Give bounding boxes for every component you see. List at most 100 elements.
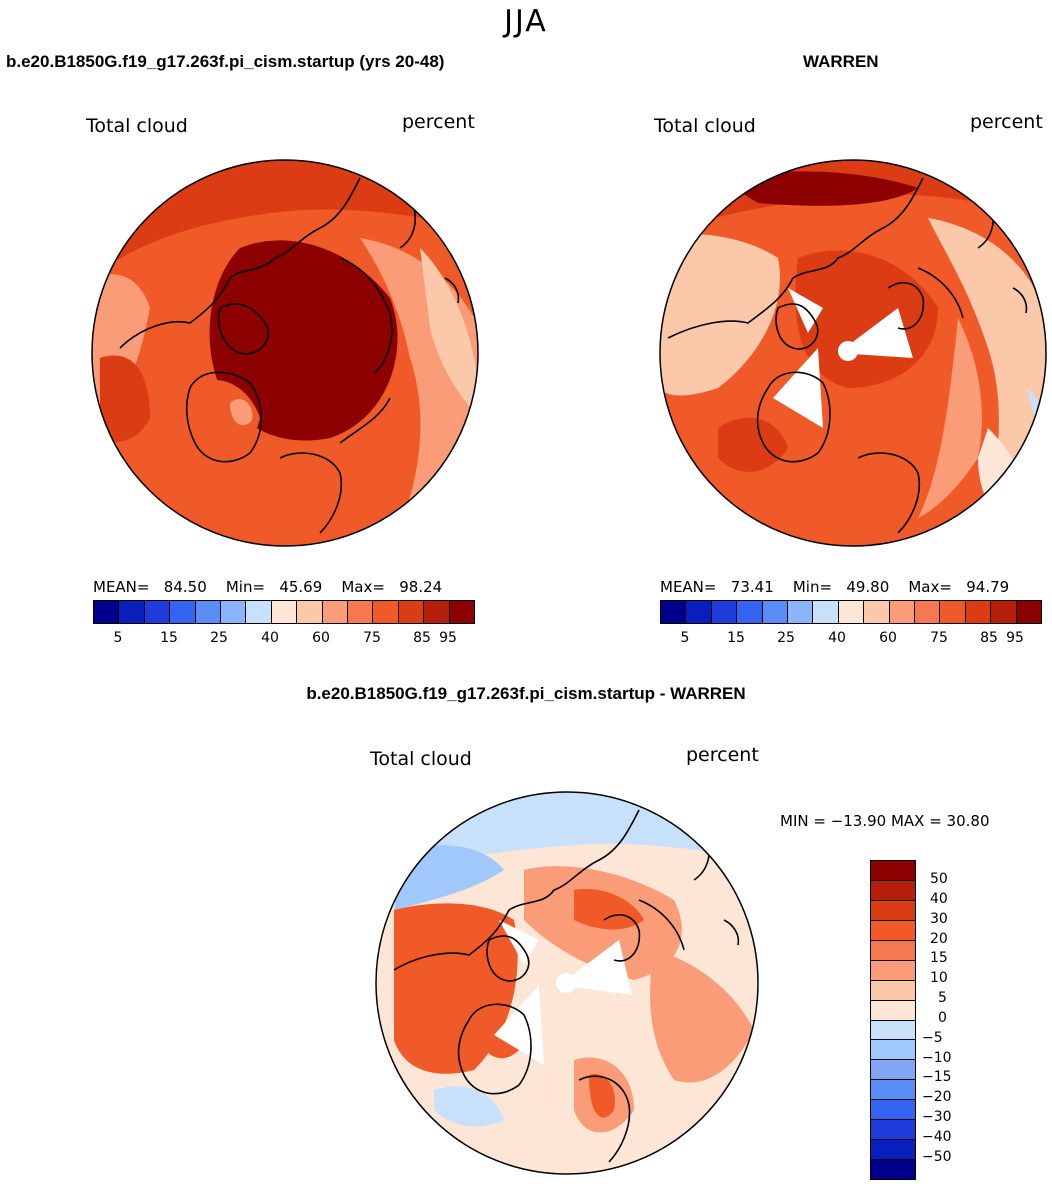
panel-1-polar-map bbox=[91, 159, 479, 547]
coastline bbox=[279, 452, 343, 534]
tick-label: 40 bbox=[261, 630, 279, 646]
colorbar-swatch bbox=[871, 980, 915, 1001]
colorbar-swatch bbox=[373, 601, 399, 623]
panel-2-variable: Total cloud bbox=[654, 115, 756, 137]
tick-label: 95 bbox=[439, 630, 457, 646]
colorbar-swatch bbox=[322, 601, 349, 623]
tick-label: −20 bbox=[922, 1089, 952, 1105]
tick-label: 30 bbox=[930, 911, 948, 927]
colorbar-swatch bbox=[871, 920, 915, 941]
colorbar-swatch bbox=[246, 601, 272, 623]
colorbar-swatch bbox=[1016, 601, 1042, 623]
colorbar-swatch bbox=[221, 601, 247, 623]
panel-2-colorbar-ticks: 5 15 25 40 60 75 85 95 bbox=[660, 630, 1040, 650]
panel-2-title: WARREN bbox=[803, 52, 879, 71]
colorbar-swatch bbox=[871, 880, 915, 901]
colorbar-swatch bbox=[871, 1140, 915, 1161]
panel-2-mean-label: MEAN= bbox=[660, 578, 717, 596]
tick-label: 60 bbox=[879, 630, 897, 646]
colorbar-swatch bbox=[889, 601, 916, 623]
colorbar-swatch bbox=[871, 1120, 915, 1141]
coastline bbox=[857, 452, 921, 534]
colorbar-swatch bbox=[864, 601, 890, 623]
diff-panel-variable: Total cloud bbox=[370, 748, 472, 770]
tick-label: 85 bbox=[980, 630, 998, 646]
map-fill bbox=[660, 234, 780, 396]
colorbar-swatch bbox=[871, 1060, 915, 1081]
map-fill bbox=[434, 1086, 504, 1127]
tick-label: 5 bbox=[113, 630, 123, 646]
tick-label: 75 bbox=[930, 630, 948, 646]
coastline bbox=[1012, 287, 1028, 314]
panel-1-units: percent bbox=[402, 111, 475, 133]
diff-panel-minmax: MIN = −13.90 MAX = 30.80 bbox=[780, 812, 990, 830]
map-fill bbox=[420, 248, 478, 418]
colorbar-swatch bbox=[871, 900, 915, 921]
tick-label: 85 bbox=[413, 630, 431, 646]
tick-label: −10 bbox=[922, 1050, 952, 1066]
panel-1-min-label: Min= bbox=[225, 578, 266, 596]
tick-label: 60 bbox=[312, 630, 330, 646]
colorbar-swatch bbox=[871, 1100, 915, 1121]
colorbar-swatch bbox=[297, 601, 323, 623]
colorbar-swatch bbox=[813, 601, 839, 623]
coastline bbox=[723, 919, 740, 946]
colorbar-swatch bbox=[871, 960, 915, 981]
map-border bbox=[91, 159, 479, 547]
colorbar-swatch bbox=[915, 601, 941, 623]
tick-label: 75 bbox=[363, 630, 381, 646]
map-fill bbox=[209, 240, 398, 441]
colorbar-swatch bbox=[686, 601, 712, 623]
panel-2-colorbar bbox=[660, 600, 1042, 624]
colorbar-swatch bbox=[271, 601, 298, 623]
coastline bbox=[638, 899, 685, 951]
tick-label: −50 bbox=[922, 1149, 952, 1165]
colorbar-swatch bbox=[661, 601, 687, 623]
tick-label: −40 bbox=[922, 1129, 952, 1145]
diff-colorbar-ticks: 50 40 30 20 15 10 5 0 −5 −10 −15 −20 −30… bbox=[922, 860, 982, 1180]
panel-2-min-label: Min= bbox=[792, 578, 833, 596]
panel-1-max-label: Max= bbox=[341, 578, 385, 596]
coastline bbox=[756, 371, 831, 463]
panel-2-mean-value: 73.41 bbox=[730, 578, 774, 596]
colorbar-swatch bbox=[119, 601, 145, 623]
tick-label: −15 bbox=[922, 1069, 952, 1085]
colorbar-swatch bbox=[871, 1020, 915, 1041]
panel-2-max-label: Max= bbox=[908, 578, 952, 596]
colorbar-swatch bbox=[788, 601, 814, 623]
map-fill bbox=[100, 355, 150, 442]
tick-label: 95 bbox=[1006, 630, 1024, 646]
panel-2-units: percent bbox=[970, 111, 1043, 133]
map-border bbox=[375, 791, 759, 1175]
diff-panel-title: b.e20.B1850G.f19_g17.263f.pi_cism.startu… bbox=[306, 684, 746, 703]
colorbar-swatch bbox=[871, 1000, 915, 1021]
coastline bbox=[393, 809, 640, 971]
panel-1-mean-value: 84.50 bbox=[163, 578, 207, 596]
tick-label: 15 bbox=[727, 630, 745, 646]
tick-label: 20 bbox=[930, 931, 948, 947]
map-fill bbox=[574, 889, 644, 930]
colorbar-swatch bbox=[762, 601, 789, 623]
coastline bbox=[185, 371, 262, 463]
colorbar-swatch bbox=[449, 601, 475, 623]
tick-label: 5 bbox=[680, 630, 690, 646]
coastline bbox=[917, 267, 964, 319]
coastline bbox=[444, 277, 460, 304]
coastline bbox=[578, 1075, 631, 1163]
diff-panel-polar-map bbox=[375, 791, 759, 1175]
colorbar-swatch bbox=[871, 1040, 915, 1061]
tick-label: 10 bbox=[930, 970, 948, 986]
coastline bbox=[603, 914, 641, 962]
colorbar-swatch bbox=[398, 601, 425, 623]
tick-label: 40 bbox=[930, 891, 948, 907]
coastline bbox=[339, 397, 391, 444]
colorbar-swatch bbox=[965, 601, 992, 623]
map-fill bbox=[230, 399, 253, 426]
panel-1-colorbar bbox=[93, 600, 475, 624]
diff-colorbar bbox=[870, 860, 916, 1180]
coastline bbox=[457, 1003, 532, 1095]
season-title: JJA bbox=[504, 4, 548, 39]
map-fill bbox=[92, 160, 478, 278]
coastline bbox=[218, 303, 269, 355]
panel-1-max-value: 98.24 bbox=[399, 578, 443, 596]
